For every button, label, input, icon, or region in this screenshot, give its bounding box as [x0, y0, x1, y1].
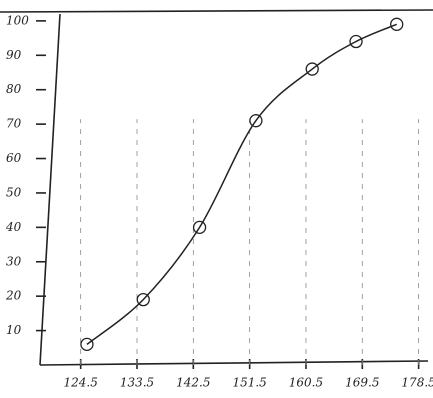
x-tick-label: 169.5: [345, 376, 379, 390]
page: {"chart_data": {"type": "line", "x": [12…: [0, 0, 433, 398]
y-tick-label: 50: [6, 185, 22, 199]
x-tick-label: 160.5: [289, 376, 323, 390]
y-tick-label: 10: [6, 323, 22, 337]
chart: 10 20 30 40 50 60 70 80 90 100 124.5 133.5 142.5 151.…: [0, 0, 433, 398]
y-tick-label: 80: [6, 82, 22, 96]
x-tick-label: 142.5: [176, 376, 210, 390]
y-tick-label: 100: [6, 13, 29, 27]
x-axis: [40, 361, 428, 365]
x-tick-label: 151.5: [232, 376, 266, 390]
top-line: [0, 10, 433, 12]
y-tick-label: 90: [6, 48, 22, 62]
y-tick-label: 60: [6, 151, 22, 165]
ogive-curve: [87, 24, 397, 344]
y-tick-label: 20: [5, 289, 22, 303]
x-tick-label: 124.5: [63, 376, 97, 390]
x-tick-label: 178.5: [401, 376, 433, 390]
y-axis: [40, 14, 60, 365]
y-tick-label: 70: [6, 117, 22, 131]
y-tick-label: 40: [5, 220, 22, 234]
y-tick-label: 30: [6, 254, 22, 268]
x-tick-label: 133.5: [120, 376, 154, 390]
